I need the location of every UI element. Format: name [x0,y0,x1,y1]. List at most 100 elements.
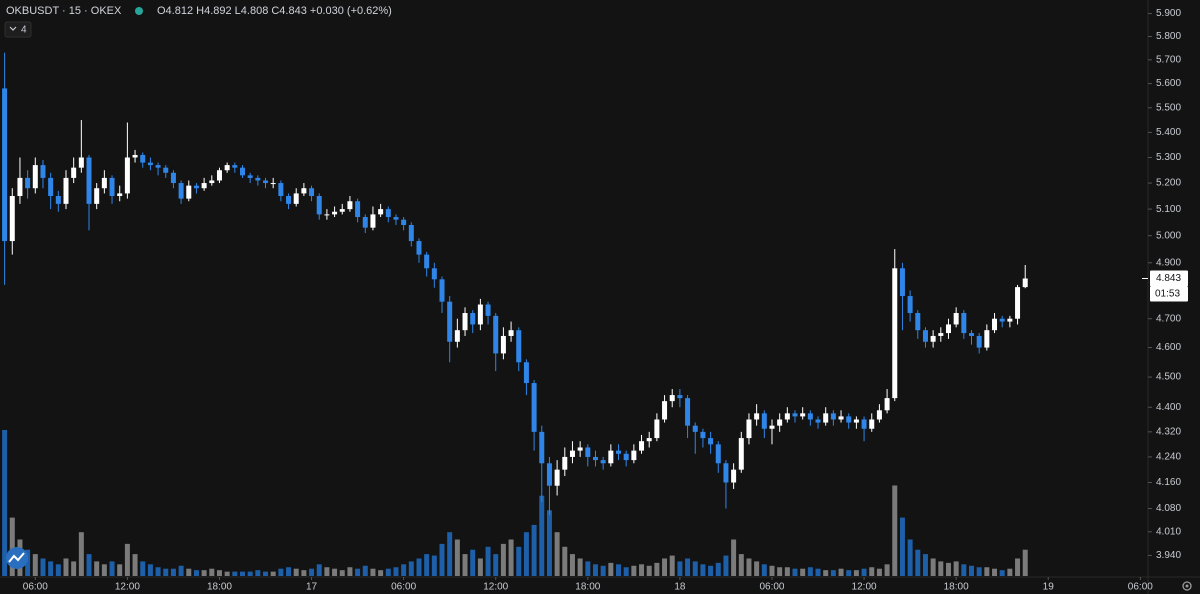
candle-body [899,268,905,297]
volume-bar [715,562,721,576]
candle-body [1015,287,1021,319]
x-tick-label: 12:00 [483,582,508,593]
candle-body [639,441,645,451]
candle-body [286,196,292,204]
candle-body [439,279,445,302]
candle-body [608,450,614,464]
candle-body [316,196,322,215]
candle-body [462,313,468,331]
candle-body [178,183,184,199]
volume-bar [362,565,368,576]
candle-body [431,268,437,280]
volume-bar [992,568,998,576]
settings-icon[interactable] [1182,581,1192,591]
volume-bar [961,564,967,576]
indicators-toggle[interactable] [4,21,32,38]
candle-body [163,167,169,173]
volume-bar [600,565,606,576]
y-tick-label: 3.940 [1156,550,1181,561]
volume-bar [216,570,222,576]
volume-bar [462,554,468,576]
candle-body [531,383,537,432]
candle-body [339,209,345,212]
volume-bar [193,570,199,576]
candle-body [807,413,813,420]
candle-body [662,401,668,420]
volume-bar [270,571,276,576]
candle-body [132,154,138,158]
volume-bar [708,565,714,576]
volume-bar [25,549,31,576]
volume-bar [830,570,836,576]
candle-body [40,165,46,178]
candle-body [838,416,844,420]
volume-bar [124,543,130,576]
volume-bar [140,561,146,576]
indicators-count[interactable]: 4 [21,25,27,36]
volume-bar [669,555,675,576]
candle-body [255,177,261,181]
volume-bar [723,555,729,576]
volume-bar [1015,558,1021,576]
logo[interactable] [6,547,28,569]
candle-body [562,456,568,470]
candle-body [915,313,921,331]
symbol-title[interactable]: OKBUSDT · 15 · OKEX [6,5,122,17]
volume-bar [1022,549,1028,576]
volume-bar [915,549,921,576]
y-tick-label: 4.320 [1156,426,1181,437]
candle-body [278,183,284,197]
volume-bar [431,555,437,576]
y-tick-label: 5.900 [1156,8,1181,19]
volume-bar [147,564,153,576]
candle-body [454,330,460,342]
candle-body [355,201,361,218]
y-tick-label: 4.080 [1156,503,1181,514]
volume-bar [523,532,529,576]
volume-bar [132,554,138,576]
volume-bar [500,543,506,576]
candle-body [263,180,269,184]
x-tick-label: 06:00 [23,582,48,593]
candle-body [930,335,936,342]
candle-body [592,456,598,461]
volume-bar [800,568,806,576]
candle-body [362,217,368,228]
volume-bar [807,567,813,576]
volume-bar [769,565,775,576]
chevron-icon [9,26,17,31]
volume-bar [278,568,284,576]
volume-bar [40,558,46,576]
volume-bar [938,561,944,576]
volume-bar [224,571,230,576]
candle-body [738,438,744,470]
volume-bar [393,567,399,576]
candle-body [539,431,545,464]
volume-bar [569,554,575,576]
candle-body [78,157,84,168]
x-tick-label: 06:00 [1128,582,1153,593]
volume-bar [48,561,54,576]
volume-bar [355,568,361,576]
candle-body [669,395,675,402]
candle-body [408,224,414,242]
volume-bar [562,546,568,576]
volume-bar [286,567,292,576]
candle-body [677,395,683,399]
candle-body [86,157,92,204]
volume-bar [239,571,245,576]
candle-body [485,304,491,316]
volume-bar [32,554,38,576]
market-status[interactable] [135,7,143,15]
volume-bar [101,564,107,576]
candle-body [754,413,760,420]
volume-bar [55,564,61,576]
volume-bar [608,562,614,576]
volume-bar [922,554,928,576]
volume-bar [209,568,215,576]
candle-body [117,193,123,197]
candle-body [124,157,130,194]
volume-bar [385,568,391,576]
candle-body [976,335,982,348]
volume-bar [439,543,445,576]
